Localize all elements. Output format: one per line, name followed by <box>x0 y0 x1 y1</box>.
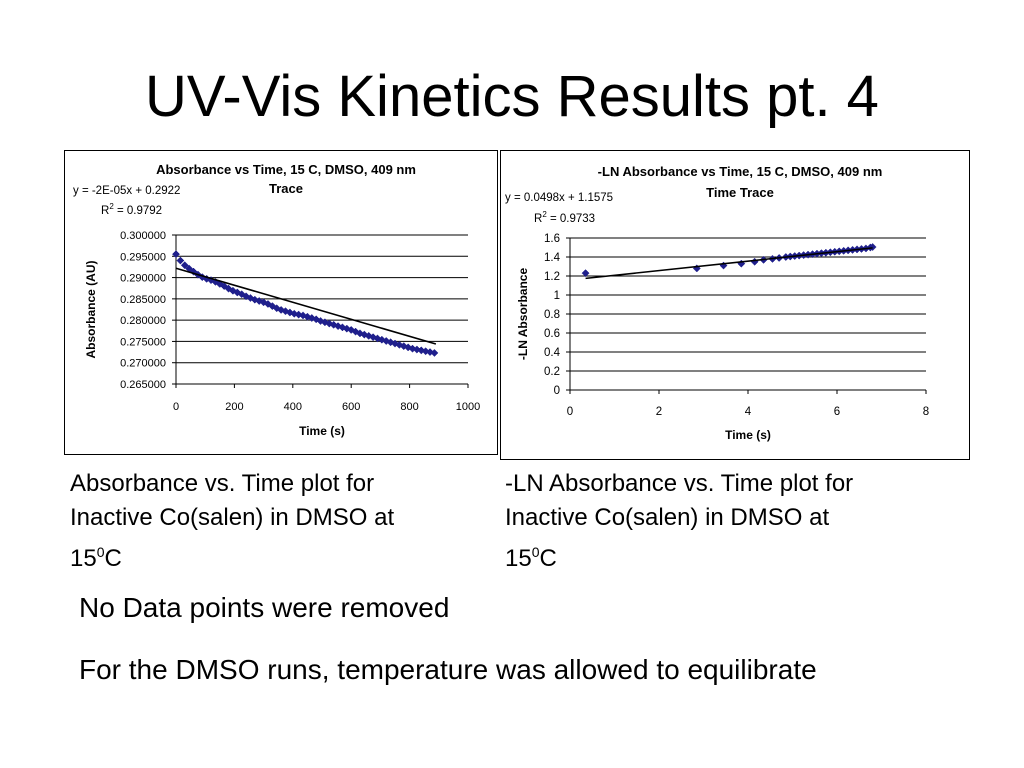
caption-line: 150C <box>70 535 490 576</box>
y-tick-label: 1.2 <box>544 271 560 283</box>
x-tick-label: 600 <box>342 401 360 413</box>
caption-text: C <box>539 545 557 572</box>
trendline-equation: y = 0.0498x + 1.1575 <box>505 192 613 204</box>
y-tick-label: 1.4 <box>544 252 561 264</box>
caption-line: 150C <box>505 535 945 576</box>
x-tick-label: 800 <box>400 401 418 413</box>
slide-title: UV-Vis Kinetics Results pt. 4 <box>145 64 879 129</box>
y-axis-label: -LN Absorbance <box>516 268 530 361</box>
data-point <box>868 243 877 251</box>
data-point <box>356 329 364 338</box>
caption-superscript: 0 <box>531 544 540 560</box>
chart-title: Absorbance vs Time, 15 C, DMSO, 409 nm <box>156 162 416 177</box>
y-tick-label: 0.8 <box>544 309 560 321</box>
data-point <box>325 319 334 328</box>
y-tick-label: 0 <box>554 385 560 397</box>
y-tick-label: 0.2 <box>544 366 560 378</box>
data-point <box>377 335 386 344</box>
bullet-dmso-temperature: For the DMSO runs, temperature was allow… <box>79 654 817 685</box>
r-squared-r: R <box>101 205 109 217</box>
y-tick-label: 0.275000 <box>120 336 166 348</box>
x-tick-label: 4 <box>745 406 752 418</box>
chart-title: -LN Absorbance vs Time, 15 C, DMSO, 409 … <box>598 164 883 179</box>
data-point <box>351 327 360 336</box>
ln-absorbance-chart: -LN Absorbance vs Time, 15 C, DMSO, 409 … <box>500 150 970 460</box>
data-point <box>412 345 421 354</box>
caption-line: Absorbance vs. Time plot for <box>70 470 375 497</box>
r-squared-value: = 0.9733 <box>547 213 595 225</box>
r-squared-superscript: 2 <box>109 202 114 211</box>
data-point <box>382 337 391 345</box>
y-tick-label: 0.285000 <box>120 294 166 306</box>
r-squared-r: R <box>534 213 542 225</box>
trendline <box>585 247 873 280</box>
data-point <box>421 347 430 356</box>
data-point <box>430 348 439 357</box>
y-tick-label: 1.6 <box>544 233 560 245</box>
caption-line: Inactive Co(salen) in DMSO at <box>70 504 395 531</box>
caption-text: 15 <box>505 545 532 572</box>
y-tick-label: 0.6 <box>544 328 560 340</box>
y-tick-label: 0.4 <box>544 347 561 359</box>
caption-text: C <box>104 545 122 572</box>
x-axis-label: Time (s) <box>725 428 771 442</box>
trendline-equation: y = -2E-05x + 0.2922 <box>73 185 180 197</box>
caption-superscript: 0 <box>96 544 105 560</box>
y-tick-label: 0.295000 <box>120 251 166 263</box>
x-tick-label: 6 <box>834 406 840 418</box>
r-squared-superscript: 2 <box>542 210 547 219</box>
x-tick-label: 2 <box>656 406 662 418</box>
data-point <box>180 261 189 270</box>
data-point <box>426 348 434 357</box>
caption-text: 15 <box>70 545 97 572</box>
absorbance-chart-svg: Absorbance vs Time, 15 C, DMSO, 409 nm Tr… <box>73 162 480 438</box>
data-point <box>417 346 426 355</box>
absorbance-chart: Absorbance vs Time, 15 C, DMSO, 409 nm Tr… <box>64 150 498 455</box>
data-point <box>750 257 759 266</box>
r-squared-label: R2 = 0.9733 <box>534 210 595 225</box>
x-tick-label: 400 <box>284 401 302 413</box>
y-tick-label: 0.280000 <box>120 315 166 327</box>
chart-title: Time Trace <box>706 185 774 200</box>
caption-ln-absorbance: -LN Absorbance vs. Time plot for Inactiv… <box>505 467 945 576</box>
x-tick-label: 1000 <box>456 401 480 413</box>
caption-line: -LN Absorbance vs. Time plot for <box>505 470 854 497</box>
x-tick-label: 0 <box>173 401 179 413</box>
chart-title: Trace <box>269 181 303 196</box>
data-point <box>176 256 185 265</box>
x-tick-label: 8 <box>923 406 929 418</box>
y-tick-label: 0.270000 <box>120 358 166 370</box>
data-point <box>316 317 325 325</box>
data-point <box>360 330 369 339</box>
x-axis-label: Time (s) <box>299 424 345 438</box>
r-squared-label: R2 = 0.9792 <box>101 202 162 217</box>
x-tick-label: 0 <box>567 406 573 418</box>
x-tick-label: 200 <box>225 401 243 413</box>
data-point <box>408 344 417 353</box>
caption-absorbance: Absorbance vs. Time plot for Inactive Co… <box>70 467 490 576</box>
y-tick-label: 1 <box>554 290 560 302</box>
trendline <box>175 267 437 345</box>
bullet-no-data-removed: No Data points were removed <box>79 592 450 623</box>
r-squared-value: = 0.9792 <box>114 205 162 217</box>
ln-absorbance-chart-svg: -LN Absorbance vs Time, 15 C, DMSO, 409 … <box>505 164 929 442</box>
data-point <box>364 331 373 340</box>
y-axis-label: Absorbance (AU) <box>84 260 98 358</box>
y-tick-label: 0.290000 <box>120 273 166 285</box>
data-point <box>172 250 180 259</box>
y-tick-label: 0.265000 <box>120 379 166 391</box>
caption-line: Inactive Co(salen) in DMSO at <box>505 504 830 531</box>
data-point <box>581 269 590 278</box>
y-tick-label: 0.300000 <box>120 230 166 242</box>
data-point <box>369 333 378 342</box>
